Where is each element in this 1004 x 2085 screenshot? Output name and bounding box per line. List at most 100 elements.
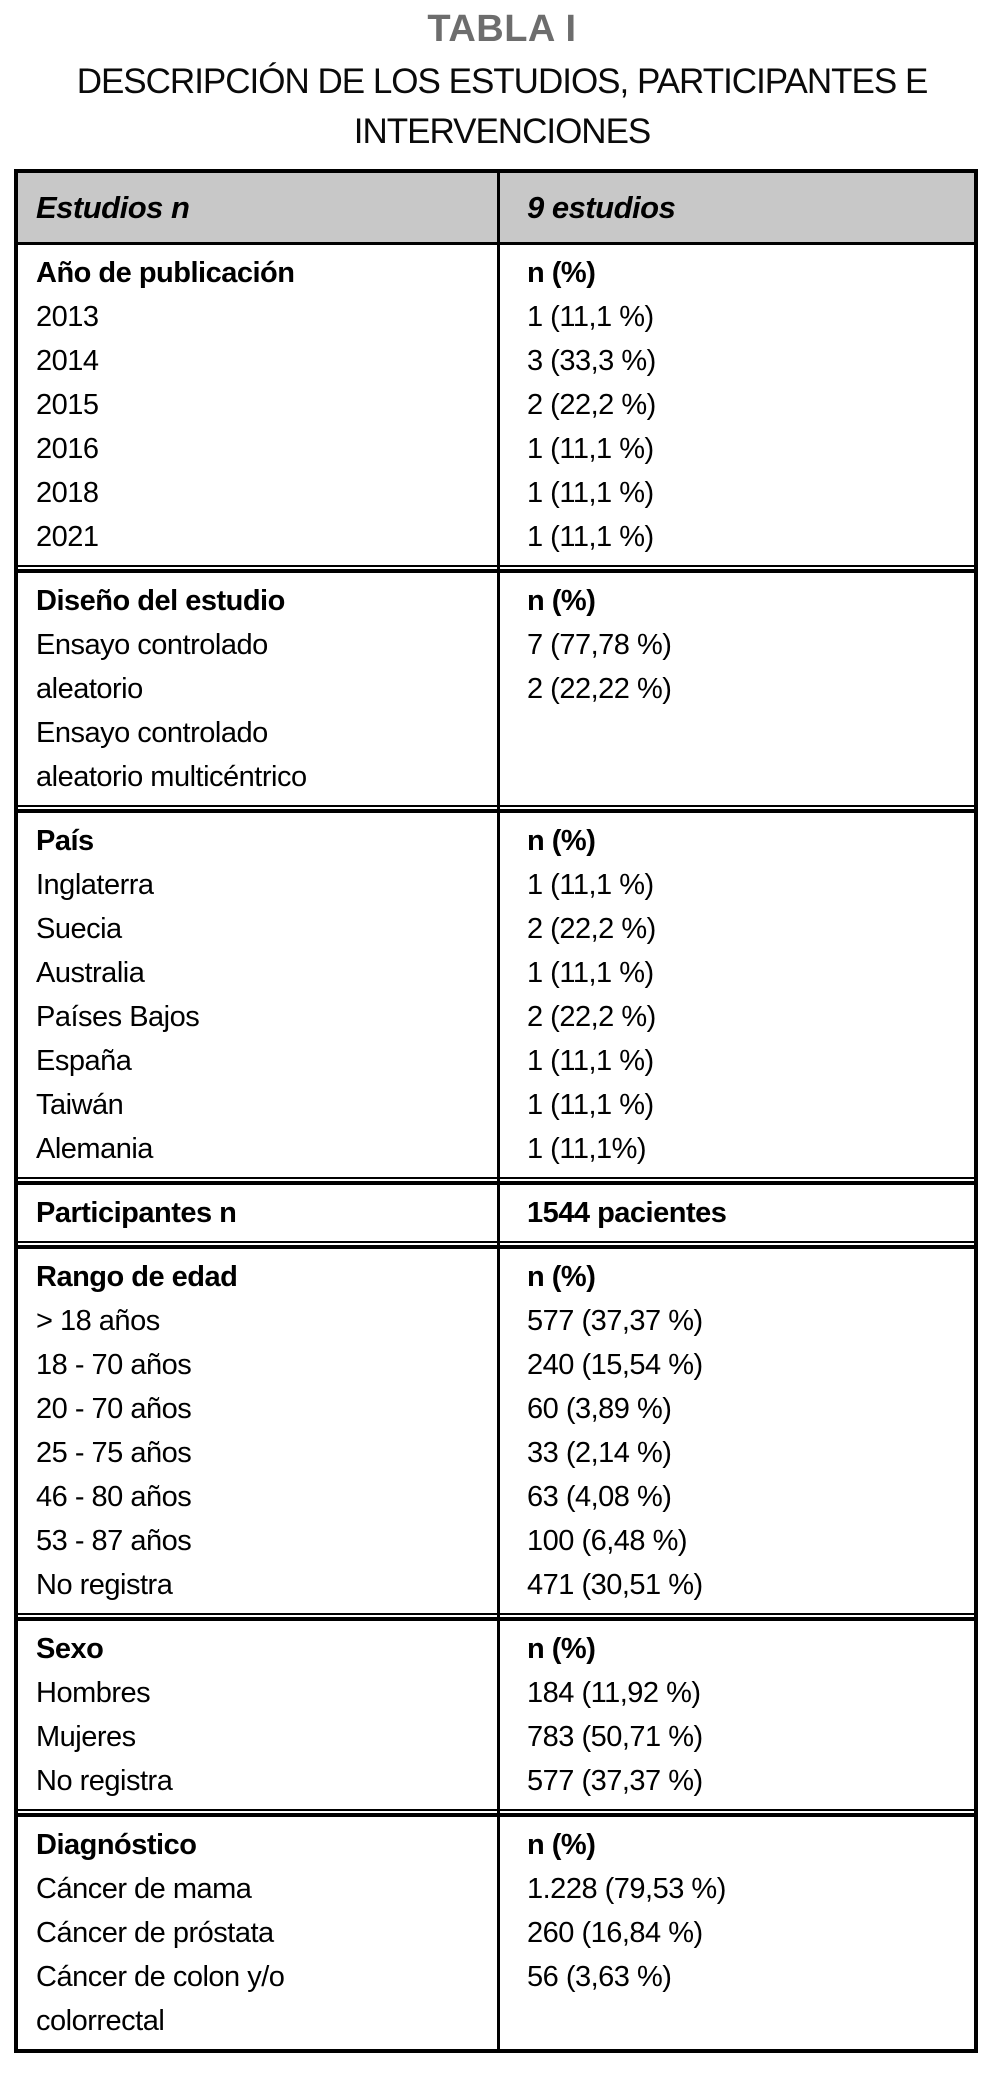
row-value: 1 (11,1 %) [527,869,654,901]
row-label: No registra [36,1765,173,1797]
section-divider [18,565,974,573]
row-label: 2014 [36,345,99,377]
section-left-column: Rango de edad > 18 años 18 - 70 años 20 - 7… [18,1255,497,1607]
row-label: Hombres [36,1677,151,1709]
section-right-column: n (%) 1 (11,1 %) 2 (22,2 %) 1 (11,1 %) 2 (22… [497,819,974,1171]
row-value: 1 (11,1%) [527,1133,647,1165]
row-value: 60 (3,89 %) [527,1393,672,1425]
row-value: n (%) [527,1829,596,1861]
stats-table: Estudios n 9 estudios Año de publicación… [14,169,978,2053]
table-subtitle-line2: INTERVENCIONES [353,112,652,151]
table-section-pais: País Inglaterra Suecia Australia Países Bajo… [18,813,974,1177]
row-value: 2 (22,2 %) [527,389,656,421]
row-label: Ensayo controlado [36,717,268,749]
table-section-año-de-publicacion: Año de publicación 2013 2014 2015 2016 2018 20… [18,245,974,565]
row-label: España [36,1045,132,1077]
section-left-column: Sexo Hombres Mujeres No registra [18,1627,497,1803]
table-subtitle-line1: DESCRIPCIÓN DE LOS ESTUDIOS, PARTICIPANT… [76,62,929,101]
table-subtitle: DESCRIPCIÓN DE LOS ESTUDIOS, PARTICIPANT… [0,57,1004,157]
row-value: 1.228 (79,53 %) [527,1873,726,1905]
table-header-row: Estudios n 9 estudios [18,173,974,245]
section-divider [18,1177,974,1185]
row-value: 1 (11,1 %) [527,521,654,553]
row-value: 2 (22,2 %) [527,1001,656,1033]
row-value: 1 (11,1 %) [527,1045,654,1077]
table-body: Año de publicación 2013 2014 2015 2016 2018 20… [18,245,974,2049]
row-label: > 18 años [36,1305,160,1337]
row-label: 53 - 87 años [36,1525,192,1557]
row-value: 577 (37,37 %) [527,1305,703,1337]
section-left-column: Diseño del estudio Ensayo controlado aleat… [18,579,497,799]
row-value: 1 (11,1 %) [527,301,654,333]
table-section-participantes: Participantes n 1544 pacientes [18,1185,974,1241]
row-value: 783 (50,71 %) [527,1721,703,1753]
row-label: Cáncer de mama [36,1873,252,1905]
section-right-column: n (%) 1.228 (79,53 %) 260 (16,84 %) 56 (3,6… [497,1823,974,2043]
row-label: 18 - 70 años [36,1349,192,1381]
row-label: Ensayo controlado [36,629,268,661]
row-label: Mujeres [36,1721,136,1753]
row-value: 184 (11,92 %) [527,1677,701,1709]
row-label: Participantes n [36,1197,237,1229]
row-label: 2013 [36,301,99,333]
section-left-column: Diagnóstico Cáncer de mama Cáncer de próst… [18,1823,497,2043]
row-value: n (%) [527,585,596,617]
row-value: 1 (11,1 %) [527,433,654,465]
row-label: Diseño del estudio [36,585,285,617]
row-label: País [36,825,94,857]
row-label: Taiwán [36,1089,124,1121]
row-label: Año de publicación [36,257,295,289]
table-section-rango-de-edad: Rango de edad > 18 años 18 - 70 años 20 - 7… [18,1249,974,1613]
row-value: n (%) [527,1261,596,1293]
row-value: n (%) [527,257,596,289]
row-label: 25 - 75 años [36,1437,192,1469]
row-label: 2021 [36,521,99,553]
section-divider [18,1613,974,1621]
row-value: 2 (22,2 %) [527,913,656,945]
row-value: 3 (33,3 %) [527,345,656,377]
row-value: 1544 pacientes [527,1197,727,1229]
section-divider [18,1241,974,1249]
row-value: 7 (77,78 %) [527,629,672,661]
row-value: 33 (2,14 %) [527,1437,672,1469]
row-value: 260 (16,84 %) [527,1917,703,1949]
row-value: 2 (22,22 %) [527,673,672,705]
row-value: 577 (37,37 %) [527,1765,703,1797]
row-value: 1 (11,1 %) [527,957,654,989]
row-label: Suecia [36,913,122,945]
row-label: aleatorio multicéntrico [36,761,307,793]
section-right-column: 1544 pacientes [497,1191,974,1235]
table-section-diagnostico: Diagnóstico Cáncer de mama Cáncer de próst… [18,1817,974,2049]
section-right-column: n (%) 184 (11,92 %) 783 (50,71 %) 577 (37,3… [497,1627,974,1803]
row-label: 20 - 70 años [36,1393,192,1425]
row-value: 240 (15,54 %) [527,1349,703,1381]
row-label: Australia [36,957,145,989]
header-cell-9-estudios: 9 estudios [527,189,676,225]
row-label: 2018 [36,477,99,509]
row-value: 1 (11,1 %) [527,1089,654,1121]
row-label: Sexo [36,1633,104,1665]
header-cell-estudios: Estudios n [36,189,190,225]
table-section-sexo: Sexo Hombres Mujeres No registra n (%) 184 (1… [18,1621,974,1809]
row-label: No registra [36,1569,173,1601]
section-divider [18,805,974,813]
row-label: 2016 [36,433,99,465]
row-value: 56 (3,63 %) [527,1961,672,1993]
row-label: Diagnóstico [36,1829,197,1861]
row-label: 46 - 80 años [36,1481,192,1513]
section-left-column: Participantes n [18,1191,497,1235]
section-right-column: n (%) 1 (11,1 %) 3 (33,3 %) 2 (22,2 %) 1 (11… [497,251,974,559]
row-value: 1 (11,1 %) [527,477,654,509]
section-right-column: n (%) 7 (77,78 %) 2 (22,22 %) [497,579,974,799]
section-left-column: País Inglaterra Suecia Australia Países Bajo… [18,819,497,1171]
row-label: 2015 [36,389,99,421]
section-left-column: Año de publicación 2013 2014 2015 2016 2018 20… [18,251,497,559]
row-value: 100 (6,48 %) [527,1525,688,1557]
row-value: n (%) [527,825,596,857]
row-label: Alemania [36,1133,153,1165]
section-divider [18,1809,974,1817]
column-divider-line [497,173,500,2049]
row-value: 63 (4,08 %) [527,1481,672,1513]
row-label: colorrectal [36,2005,165,2037]
